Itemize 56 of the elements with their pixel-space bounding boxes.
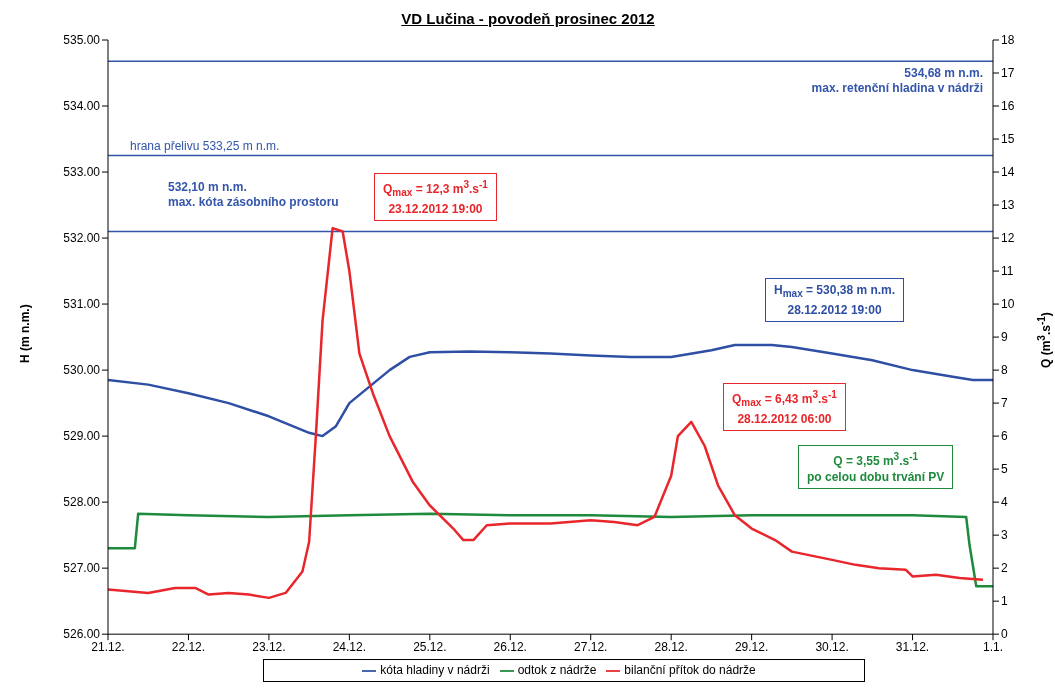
y-tick-label: 532.00	[63, 231, 101, 246]
x-tick-label: 28.12.	[654, 639, 688, 654]
x-tick-label: 23.12.	[252, 639, 286, 654]
y2-tick-label: 11	[1001, 264, 1014, 279]
y2-tick-label: 1	[1001, 594, 1008, 609]
ref-line-label: 532,10 m n.m. max. kóta zásobního prostoru	[168, 180, 339, 210]
y2-tick-label: 10	[1001, 297, 1015, 312]
y2-tick-label: 8	[1001, 363, 1008, 378]
y2-tick-label: 16	[1001, 99, 1015, 114]
y2-tick-label: 12	[1001, 231, 1015, 246]
y2-tick-label: 17	[1001, 66, 1015, 81]
y-tick-label: 535.00	[63, 33, 101, 48]
x-tick-label: 22.12.	[171, 639, 206, 654]
y2-tick-label: 14	[1001, 165, 1015, 180]
y-tick-label: 526.00	[63, 627, 101, 642]
y2-tick-label: 6	[1001, 429, 1008, 444]
y2-tick-label: 3	[1001, 528, 1008, 543]
x-tick-label: 31.12.	[895, 639, 930, 654]
line-series	[108, 226, 985, 600]
ref-line-label: hrana přelivu 533,25 m n.m.	[130, 138, 280, 153]
annotation: Q = 3,55 m$^{3}$.s$^{-1}$ po celou dobu trvání PV	[807, 450, 945, 485]
y-tick-label: 534.00	[63, 99, 101, 114]
x-tick-label: 25.12.	[413, 639, 447, 654]
y-axis-title: H (m n.m.)	[18, 304, 32, 363]
text: Q$_{max}$ = 12,3 m$^{3}$.s$^{-1}$ 23.12.2012 19:00	[383, 179, 488, 217]
y2-tick-label: 7	[1001, 396, 1008, 411]
y2-tick-label: 18	[1001, 33, 1015, 48]
y-tick-label: 531.00	[63, 297, 101, 312]
ref-line-label: 534,68 m n.m. max. retenční hladina v nádrži	[811, 66, 983, 96]
legend-label: kóta hladiny v nádrži	[380, 663, 490, 678]
y2-tick-label: 15	[1001, 132, 1015, 147]
y2-tick-label: 5	[1001, 462, 1008, 477]
annotation: H$_{max}$ = 530,38 m n.m. 28.12.2012 19:00	[774, 282, 896, 319]
x-tick-label: 24.12.	[332, 639, 367, 654]
y2-tick-label: 9	[1001, 330, 1008, 345]
y-tick-label: 533.00	[63, 165, 101, 180]
x-tick-label: 29.12.	[734, 639, 769, 654]
x-tick-label: 26.12.	[493, 639, 527, 654]
y2-tick-label: 13	[1001, 198, 1015, 213]
legend-label: odtok z nádrže	[517, 663, 597, 678]
line-series	[108, 343, 993, 438]
text: Q$_{max}$ = 6,43 m$^{3}$.s$^{-1}$ 28.12.2012 06:00	[732, 389, 837, 427]
y2-tick-label: 2	[1001, 561, 1008, 576]
legend-label: bilanční přítok do nádrže	[624, 663, 756, 678]
line-series	[108, 512, 993, 588]
y-tick-label: 528.00	[63, 495, 101, 510]
y2-tick-label: 4	[1001, 495, 1008, 510]
y-tick-label: 529.00	[63, 429, 101, 444]
y-tick-label: 530.00	[63, 363, 101, 378]
x-tick-label: 30.12.	[815, 639, 849, 654]
x-tick-label: 1.1.	[982, 639, 1004, 654]
y2-tick-label: 0	[1001, 627, 1008, 642]
y-tick-label: 527.00	[63, 561, 101, 576]
x-tick-label: 27.12.	[574, 639, 608, 654]
x-tick-label: 21.12.	[91, 639, 125, 654]
chart-title: VD Lučina - povodeň prosinec 2012	[400, 10, 656, 27]
